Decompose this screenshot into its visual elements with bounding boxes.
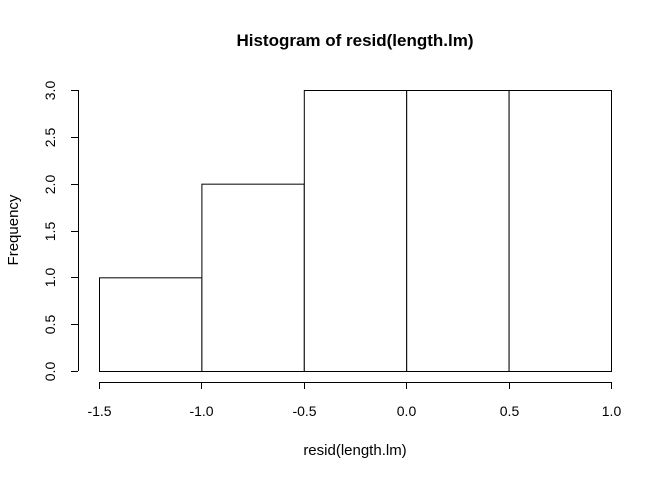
- y-tick-label-0: 0.0: [42, 362, 58, 382]
- x-axis: -1.5 -1.0 -0.5 0.0 0.5 1.0: [87, 382, 621, 419]
- histogram-bar-4: [508, 90, 613, 372]
- y-tick-label-4: 2.0: [42, 175, 58, 195]
- y-axis: 0.0 0.5 1.0 1.5 2.0 2.5 3.0: [42, 81, 79, 382]
- histogram-bar-0: [99, 277, 203, 373]
- bars-group: [99, 90, 613, 373]
- y-tick-label-5: 2.5: [42, 128, 58, 148]
- y-tick-label-2: 1.0: [42, 268, 58, 288]
- histogram-bar-2: [303, 90, 408, 372]
- x-tick-label-4: 0.5: [500, 403, 520, 419]
- y-tick-label-6: 3.0: [42, 81, 58, 101]
- x-tick-label-3: 0.0: [397, 403, 417, 419]
- chart-title: Histogram of resid(length.lm): [236, 31, 473, 50]
- x-tick-label-2: -0.5: [292, 403, 316, 419]
- y-axis-label: Frequency: [5, 194, 22, 265]
- histogram-bar-3: [406, 90, 510, 372]
- histogram-bar-1: [201, 183, 305, 372]
- x-tick-label-1: -1.0: [189, 403, 213, 419]
- x-axis-label: resid(length.lm): [303, 442, 406, 459]
- y-tick-label-1: 0.5: [42, 315, 58, 335]
- y-tick-label-3: 1.5: [42, 222, 58, 242]
- x-tick-label-0: -1.5: [87, 403, 111, 419]
- x-tick-label-5: 1.0: [602, 403, 622, 419]
